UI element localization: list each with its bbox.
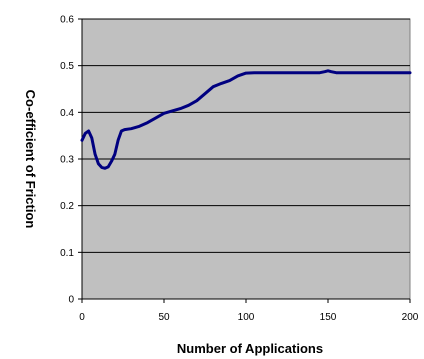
- series-lines: [80, 69, 412, 170]
- y-tick-label: 0.4: [60, 108, 74, 119]
- x-tick-label: 100: [238, 312, 255, 323]
- y-tick-label: 0.2: [60, 201, 74, 212]
- y-tick-label: 0: [68, 295, 74, 306]
- x-axis-title: Number of Applications: [177, 341, 323, 356]
- y-axis: 0 0.1 0.2 0.3 0.4 0.5 0.6: [60, 15, 83, 306]
- x-tick-label: 150: [320, 312, 337, 323]
- x-tick-label: 0: [79, 312, 85, 323]
- grid-lines: [82, 18, 410, 253]
- y-axis-title: Co-efficient of Friction: [23, 90, 38, 229]
- x-tick-label: 50: [158, 312, 170, 323]
- y-tick-label: 0.3: [60, 155, 74, 166]
- series-line: [80, 69, 412, 170]
- x-axis: 0 50 100 150 200: [79, 298, 419, 323]
- y-tick-label: 0.5: [60, 61, 74, 72]
- y-tick-label: 0.6: [60, 15, 74, 26]
- y-tick-label: 0.1: [60, 248, 74, 259]
- x-tick-label: 200: [402, 312, 419, 323]
